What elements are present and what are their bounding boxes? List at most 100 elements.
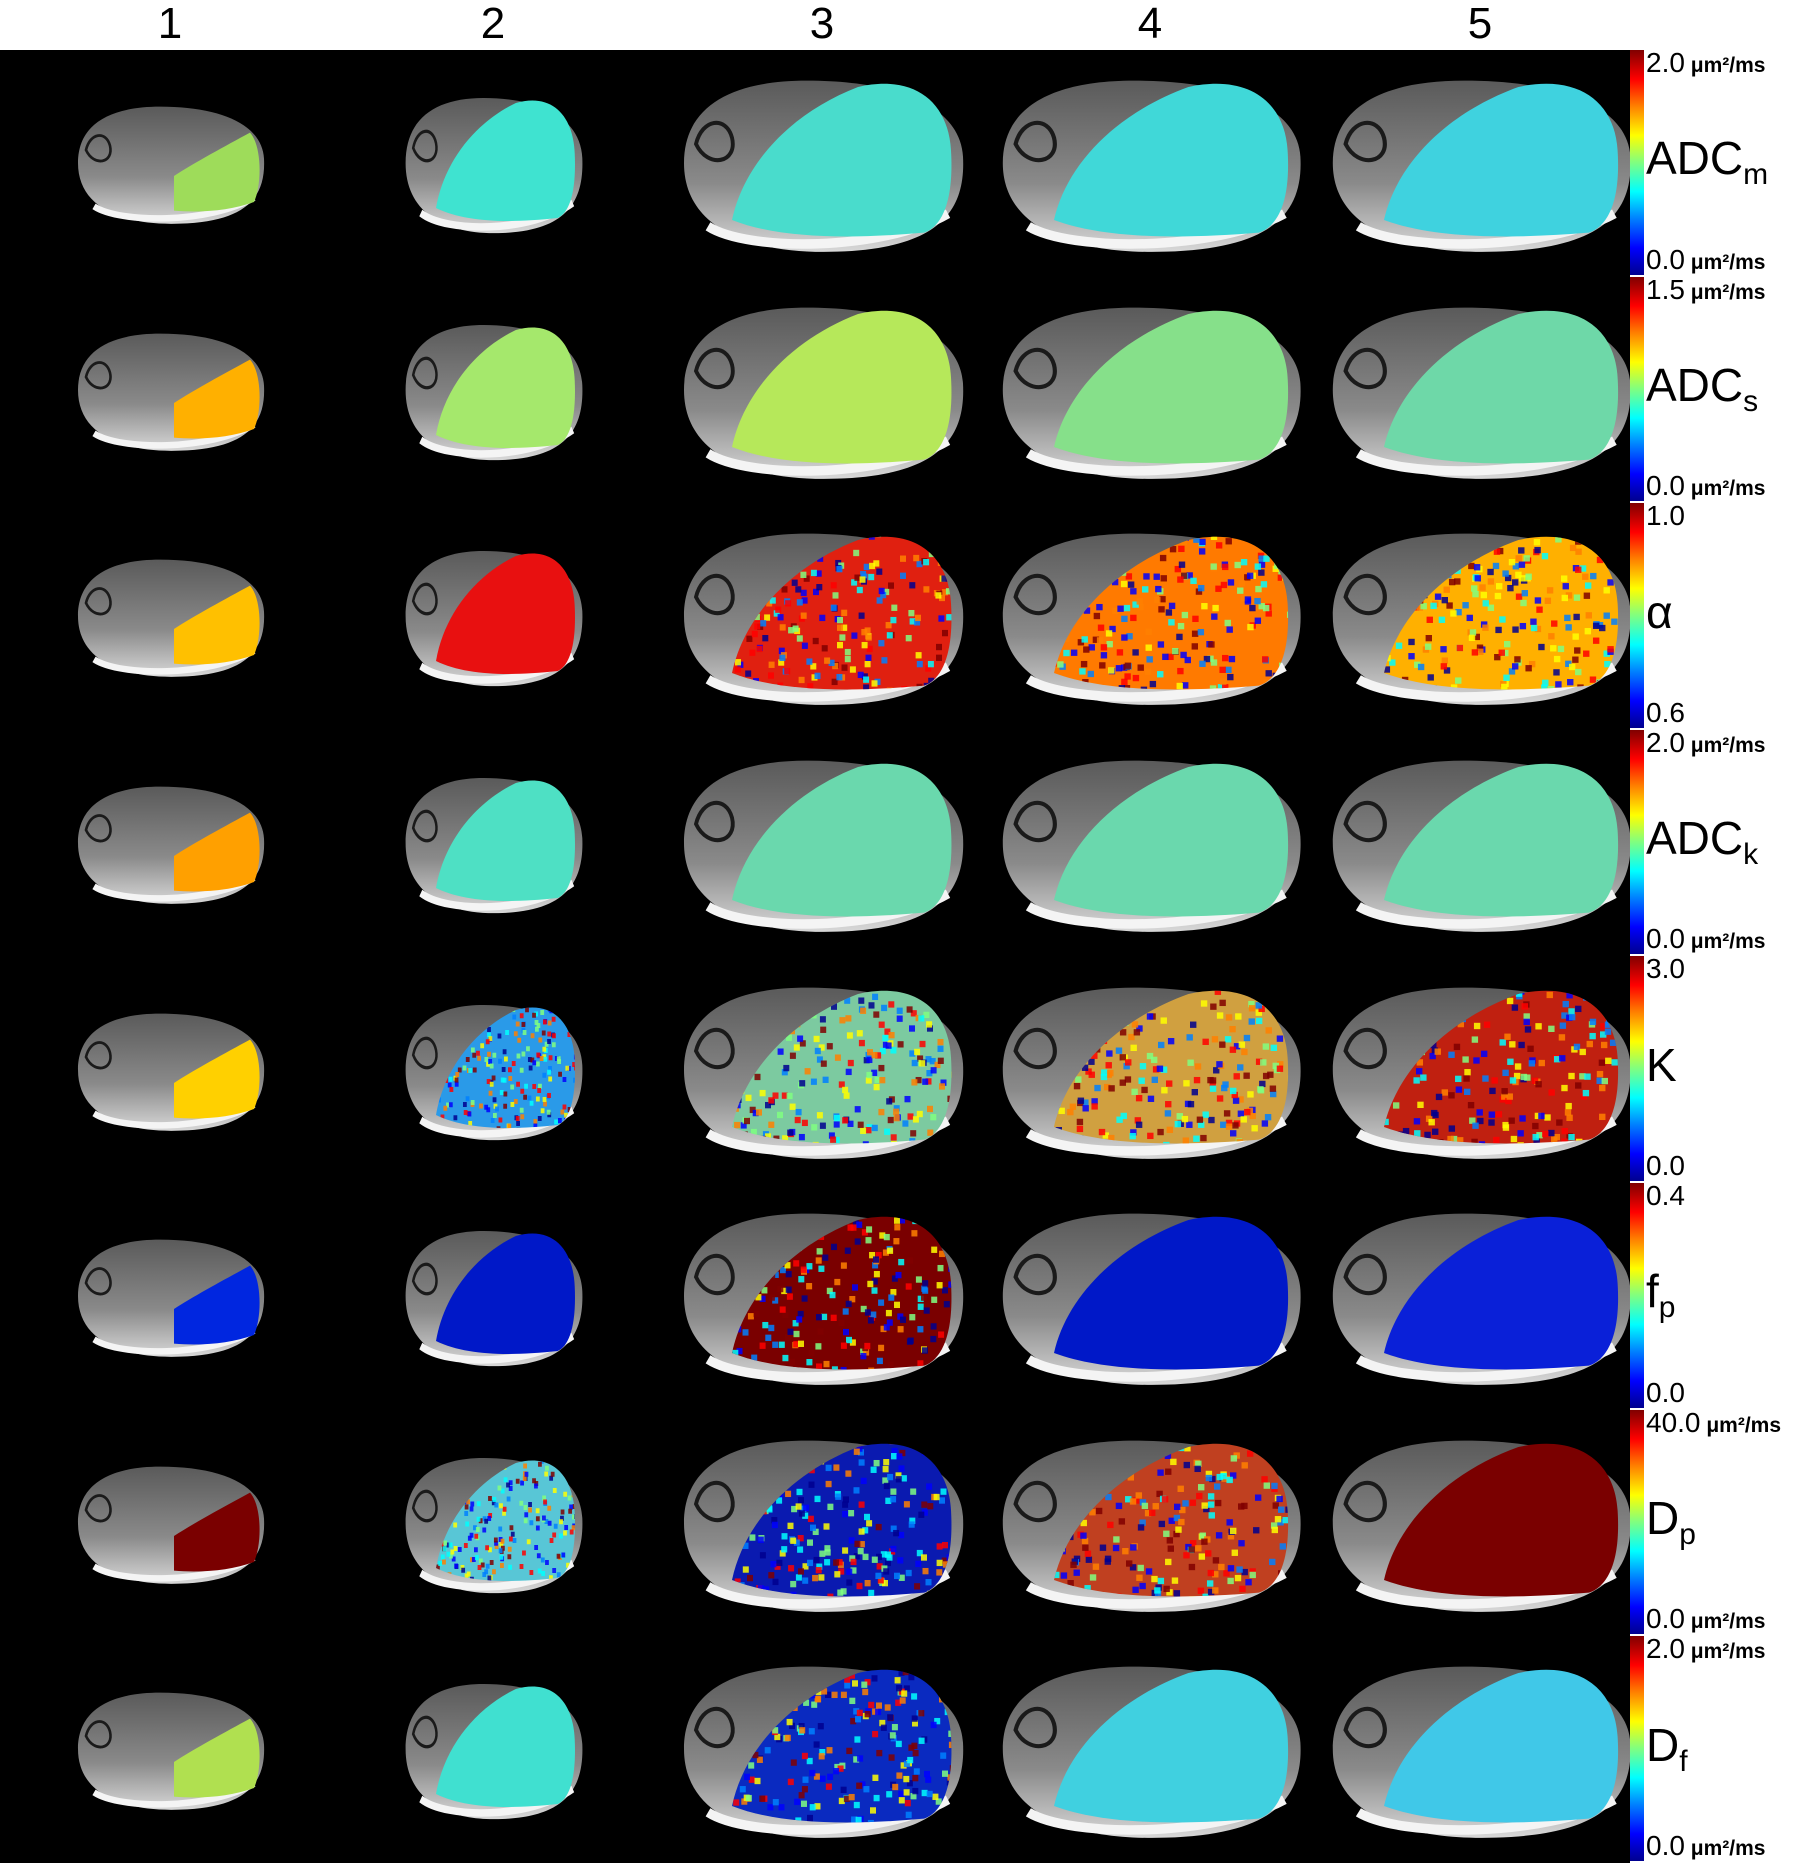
mri-slice bbox=[1332, 534, 1631, 706]
parameter-map-region bbox=[1054, 763, 1289, 917]
map-image-row6-col4 bbox=[990, 1201, 1310, 1391]
colorbar-min-value: 0.0 bbox=[1646, 1829, 1685, 1861]
bone-outline bbox=[693, 1480, 735, 1522]
colorbar-min-value: 0.0 bbox=[1646, 470, 1685, 502]
mri-slice bbox=[405, 1684, 583, 1820]
bone-outline bbox=[1013, 121, 1057, 163]
parameter-subscript: m bbox=[1743, 158, 1769, 192]
mri-slice bbox=[1002, 1213, 1301, 1386]
colorbar-3 bbox=[1630, 503, 1644, 728]
unit-label: μm²/ms bbox=[1684, 280, 1766, 304]
parameter-name: ADC bbox=[1646, 132, 1744, 185]
colorbar-5 bbox=[1630, 956, 1644, 1181]
mri-slice bbox=[1332, 1667, 1631, 1839]
mri-slice bbox=[1332, 307, 1631, 479]
bone-outline bbox=[411, 1263, 438, 1296]
bone-outline bbox=[693, 800, 735, 843]
colorbar-min-label-6: 0.0 bbox=[1646, 1376, 1685, 1408]
map-image-row1-col3 bbox=[672, 68, 972, 258]
bone-outline bbox=[1013, 347, 1057, 389]
colorbar-min-label-8: 0.0 μm²/ms bbox=[1646, 1829, 1765, 1864]
mri-slice bbox=[684, 307, 964, 479]
unit-label: μm²/ms bbox=[1684, 54, 1766, 77]
mri-slice bbox=[1002, 760, 1301, 932]
parameter-map-region bbox=[174, 132, 260, 212]
unit-label: μm²/ms bbox=[1684, 1610, 1766, 1634]
map-image-row6-col2 bbox=[398, 1221, 588, 1371]
mri-slice bbox=[1002, 1667, 1301, 1839]
map-image-row3-col2 bbox=[398, 541, 588, 691]
colorbar-max-value: 2.0 bbox=[1646, 726, 1685, 758]
parameter-name: ADC bbox=[1646, 358, 1744, 411]
bone-outline bbox=[411, 1489, 438, 1523]
parameter-name: D bbox=[1646, 1718, 1680, 1771]
colorbar-min-value: 0.0 bbox=[1646, 1376, 1685, 1408]
column-label-3: 3 bbox=[809, 0, 835, 48]
bone-outline bbox=[1013, 1254, 1057, 1296]
column-label-4: 4 bbox=[1137, 0, 1163, 48]
param-row-5 bbox=[0, 956, 1631, 1183]
map-image-row3-col4 bbox=[990, 521, 1310, 711]
map-image-row4-col4 bbox=[990, 748, 1310, 938]
parameter-map-region bbox=[436, 780, 575, 902]
mri-slice bbox=[684, 1213, 964, 1386]
parameter-label-6: fp bbox=[1646, 1266, 1675, 1333]
bone-outline bbox=[411, 1036, 438, 1069]
colorbar-max-value: 40.0 bbox=[1646, 1406, 1701, 1438]
mri-slice bbox=[405, 778, 583, 914]
colorbar-min-value: 0.0 bbox=[1646, 1150, 1685, 1181]
mri-slice bbox=[78, 1466, 265, 1584]
parameter-map-region bbox=[1384, 310, 1619, 464]
map-image-row3-col1 bbox=[70, 551, 270, 681]
colorbar-max-value: 1.0 bbox=[1646, 500, 1685, 532]
colorbar-max-value: 2.0 bbox=[1646, 1633, 1685, 1665]
parameter-map-region bbox=[1384, 990, 1619, 1144]
map-image-row4-col2 bbox=[398, 768, 588, 918]
parameter-map-region bbox=[732, 310, 952, 464]
parameter-label-4: ADCk bbox=[1646, 813, 1758, 880]
colorbar-max-value: 0.4 bbox=[1646, 1180, 1685, 1211]
parameter-label-5: K bbox=[1646, 1040, 1677, 1090]
parameter-map-region bbox=[174, 1492, 260, 1572]
parameter-map-region bbox=[1054, 1670, 1289, 1823]
mri-slice bbox=[78, 1013, 265, 1131]
bone-outline bbox=[693, 121, 735, 163]
unit-label: μm²/ms bbox=[1684, 477, 1766, 501]
parameter-subscript: k bbox=[1743, 838, 1759, 872]
map-image-row7-col5 bbox=[1320, 1428, 1640, 1618]
mri-slice bbox=[1332, 1440, 1631, 1612]
colorbar-max-label-3: 1.0 bbox=[1646, 501, 1685, 531]
colorbar-max-label-7: 40.0 μm²/ms bbox=[1646, 1406, 1781, 1441]
bone-outline bbox=[1343, 1707, 1387, 1749]
column-header: 1 2 3 4 5 bbox=[0, 0, 1811, 50]
colorbar-legend: 2.0 μm²/ms 0.0 μm²/ms ADCm 1.5 μm²/ms 0.0 μm… bbox=[1630, 47, 1811, 1864]
parameter-map-region bbox=[436, 1460, 575, 1581]
colorbar-4 bbox=[1630, 729, 1644, 955]
param-row-3 bbox=[0, 503, 1631, 730]
parameter-map-region bbox=[436, 1233, 575, 1355]
bone-outline bbox=[693, 1254, 735, 1296]
parameter-subscript: p bbox=[1658, 1291, 1676, 1325]
map-image-row4-col5 bbox=[1320, 748, 1640, 938]
parameter-map-region bbox=[174, 1265, 260, 1345]
parameter-map-region bbox=[1054, 310, 1289, 464]
mri-slice bbox=[684, 987, 964, 1159]
map-image-row5-col3 bbox=[672, 975, 972, 1165]
mri-slice bbox=[405, 324, 583, 461]
colorbar-8 bbox=[1630, 1636, 1644, 1861]
map-image-row1-col4 bbox=[990, 68, 1310, 258]
mri-slice bbox=[405, 1004, 583, 1140]
parameter-subscript: p bbox=[1679, 1517, 1696, 1551]
map-image-row8-col2 bbox=[398, 1674, 588, 1824]
map-image-row6-col1 bbox=[70, 1231, 270, 1361]
parameter-subscript: f bbox=[1679, 1744, 1688, 1778]
colorbar-min-value: 0.0 bbox=[1646, 1603, 1685, 1635]
parameter-map-region bbox=[436, 327, 575, 448]
colorbar-max-value: 2.0 bbox=[1646, 47, 1685, 78]
param-row-1 bbox=[0, 50, 1631, 277]
parameter-map-region bbox=[1054, 84, 1289, 237]
map-image-row3-col3 bbox=[672, 521, 972, 711]
map-image-row2-col1 bbox=[70, 325, 270, 455]
mri-slice bbox=[405, 98, 583, 234]
mri-slice bbox=[1332, 987, 1631, 1159]
